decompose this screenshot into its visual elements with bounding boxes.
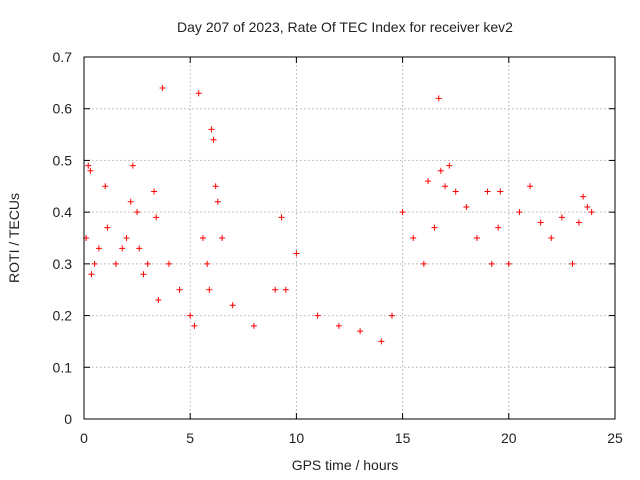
data-point bbox=[293, 250, 300, 257]
y-tick-label: 0 bbox=[64, 411, 72, 427]
data-point bbox=[88, 271, 95, 278]
y-tick-label: 0.5 bbox=[53, 152, 73, 168]
data-point bbox=[278, 214, 285, 221]
data-point bbox=[87, 167, 94, 174]
data-point bbox=[272, 286, 279, 293]
y-tick-label: 0.1 bbox=[53, 359, 73, 375]
data-point bbox=[212, 183, 219, 190]
data-point bbox=[558, 214, 565, 221]
data-point bbox=[473, 235, 480, 241]
data-point bbox=[165, 260, 172, 267]
x-tick-label: 25 bbox=[607, 430, 623, 446]
data-point bbox=[140, 271, 147, 278]
x-tick-label: 0 bbox=[80, 430, 88, 446]
data-point bbox=[187, 312, 194, 319]
data-point bbox=[446, 162, 453, 169]
data-point bbox=[123, 235, 130, 241]
y-tick-label: 0.7 bbox=[53, 49, 73, 65]
data-point bbox=[153, 214, 160, 221]
data-point bbox=[136, 245, 143, 252]
data-point bbox=[420, 260, 427, 267]
data-point bbox=[505, 260, 512, 267]
data-point bbox=[95, 245, 102, 252]
data-point bbox=[144, 260, 151, 267]
data-point bbox=[195, 90, 202, 97]
chart-title: Day 207 of 2023, Rate Of TEC Index for r… bbox=[177, 19, 513, 35]
data-point bbox=[282, 286, 289, 293]
data-point bbox=[104, 224, 111, 231]
data-point bbox=[388, 312, 395, 319]
data-point bbox=[127, 198, 134, 205]
data-point bbox=[527, 183, 534, 190]
plot-frame bbox=[83, 56, 616, 420]
data-points bbox=[83, 85, 595, 345]
data-point bbox=[314, 312, 321, 319]
data-point bbox=[206, 286, 213, 293]
y-tick-label: 0.4 bbox=[53, 204, 73, 220]
data-point bbox=[588, 209, 595, 216]
data-point bbox=[437, 167, 444, 174]
data-point bbox=[357, 328, 364, 335]
data-point bbox=[199, 235, 206, 241]
axis-ticks: 0 5 10 15 20 25 0 0.1 0.2 0.3 0.4 0.5 0.6 0.7 bbox=[53, 49, 623, 446]
x-axis-label: GPS time / hours bbox=[292, 457, 399, 473]
data-point bbox=[129, 162, 136, 169]
data-point bbox=[584, 203, 591, 210]
data-point bbox=[204, 260, 211, 267]
data-point bbox=[378, 338, 385, 345]
data-point bbox=[452, 188, 459, 195]
data-point bbox=[497, 188, 504, 195]
data-point bbox=[425, 178, 432, 185]
data-point bbox=[431, 224, 438, 231]
y-tick-label: 0.6 bbox=[53, 101, 73, 117]
data-point bbox=[435, 95, 442, 102]
data-point bbox=[488, 260, 495, 267]
data-point bbox=[219, 235, 226, 241]
y-tick-label: 0.2 bbox=[53, 308, 73, 324]
data-point bbox=[214, 198, 221, 205]
x-tick-label: 10 bbox=[289, 430, 305, 446]
data-point bbox=[91, 260, 98, 267]
x-tick-label: 20 bbox=[501, 430, 517, 446]
data-point bbox=[410, 235, 417, 241]
data-point bbox=[548, 235, 555, 241]
data-point bbox=[484, 188, 491, 195]
data-point bbox=[112, 260, 119, 267]
data-point bbox=[151, 188, 158, 195]
data-point bbox=[191, 322, 198, 329]
data-point bbox=[442, 183, 449, 190]
x-tick-label: 15 bbox=[395, 430, 411, 446]
data-point bbox=[229, 302, 236, 309]
data-point bbox=[580, 193, 587, 200]
data-point bbox=[495, 224, 502, 231]
data-point bbox=[575, 219, 582, 226]
data-point bbox=[463, 203, 470, 210]
data-point bbox=[134, 209, 141, 216]
data-point bbox=[159, 85, 166, 92]
data-point bbox=[569, 260, 576, 267]
y-axis-label: ROTI / TECUs bbox=[6, 193, 22, 283]
data-point bbox=[208, 126, 215, 133]
data-point bbox=[210, 136, 217, 143]
data-point bbox=[399, 209, 406, 216]
data-point bbox=[119, 245, 126, 252]
data-point bbox=[85, 162, 92, 169]
data-point bbox=[102, 183, 109, 190]
data-point bbox=[516, 209, 523, 216]
data-point bbox=[335, 322, 342, 329]
grid-layer bbox=[84, 57, 615, 419]
data-point bbox=[250, 322, 257, 329]
data-point bbox=[176, 286, 183, 293]
y-tick-label: 0.3 bbox=[53, 256, 73, 272]
data-point bbox=[537, 219, 544, 226]
data-point bbox=[155, 297, 162, 304]
x-tick-label: 5 bbox=[186, 430, 194, 446]
